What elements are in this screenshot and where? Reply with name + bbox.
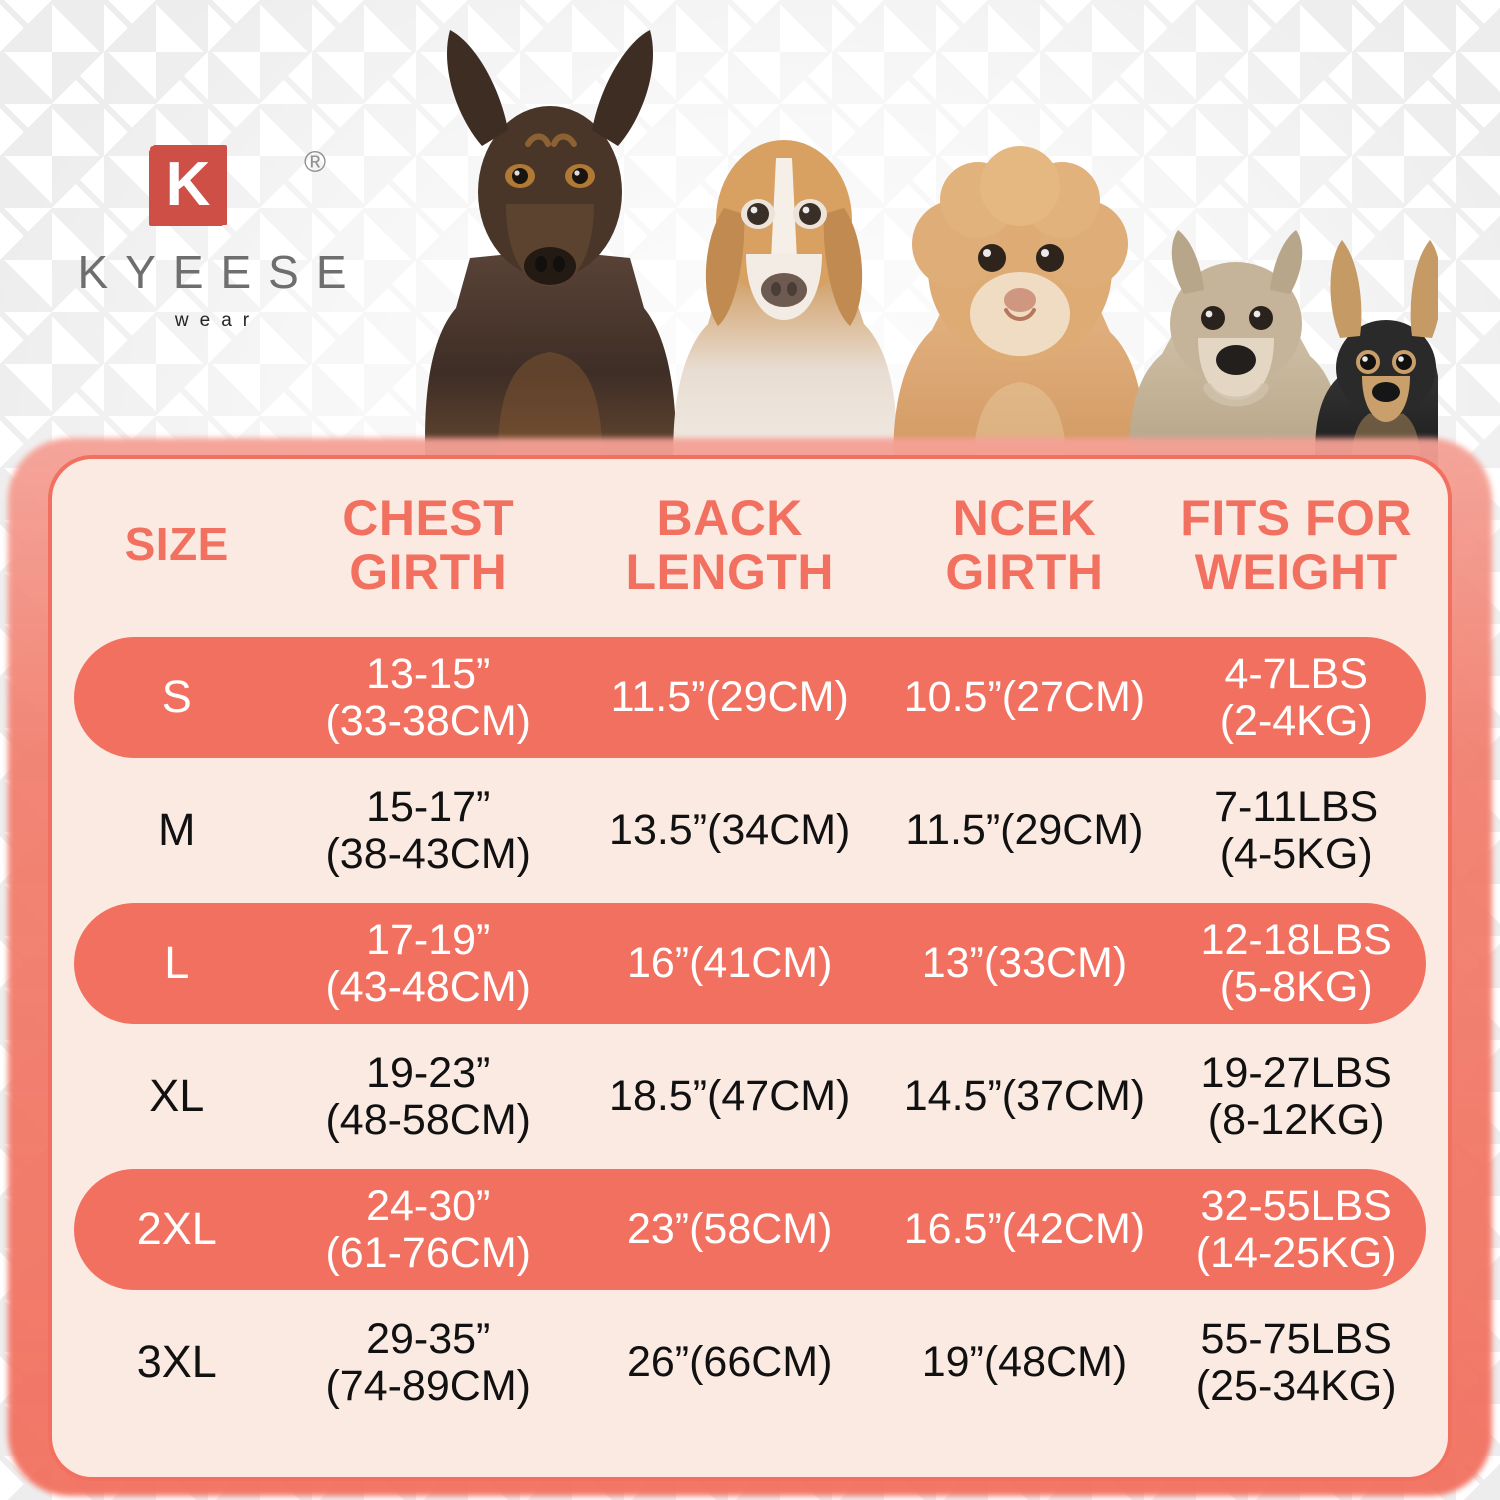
row-highlight-pill: [74, 637, 1426, 758]
column-header-neck: NCEK GIRTH: [945, 490, 1104, 600]
cell-chest: 17-19” (43-48CM): [325, 916, 531, 1011]
column-header-weight: FITS FOR WEIGHT: [1180, 490, 1413, 600]
cell-neck: 11.5”(29CM): [905, 806, 1144, 855]
dog-doberman: [425, 30, 677, 473]
cell-size: 2XL: [136, 1203, 217, 1255]
logo-k-mark: K: [150, 146, 226, 224]
cell-size: XL: [149, 1070, 205, 1122]
cell-size: 3XL: [136, 1336, 217, 1388]
cell-weight: 12-18LBS (5-8KG): [1200, 916, 1392, 1011]
logo-mark-row: K ®: [22, 138, 402, 248]
table-row: 3XL 29-35” (74-89CM) 26”(66CM) 19”(48CM) 55-…: [74, 1296, 1426, 1429]
cell-back: 26”(66CM): [626, 1338, 833, 1387]
cell-weight: 7-11LBS (4-5KG): [1214, 783, 1379, 878]
cell-size: M: [158, 804, 196, 856]
table-row: XL 19-23” (48-58CM) 18.5”(47CM) 14.5”(37CM)…: [74, 1030, 1426, 1163]
table-row: 2XL 24-30” (61-76CM) 23”(58CM) 16.5”(42CM) 3…: [74, 1163, 1426, 1296]
cell-chest: 29-35” (74-89CM): [325, 1315, 531, 1410]
cell-back: 11.5”(29CM): [610, 673, 849, 722]
column-header-chest: CHEST GIRTH: [342, 490, 515, 600]
cell-back: 13.5”(34CM): [609, 806, 851, 855]
cell-neck: 16.5”(42CM): [903, 1205, 1146, 1254]
cell-neck: 10.5”(27CM): [903, 673, 1146, 722]
cell-size: S: [161, 671, 192, 723]
table-row: S 13-15” (33-38CM) 11.5”(29CM) 10.5”(27CM) 4…: [74, 631, 1426, 764]
size-chart-panel: SIZE CHEST GIRTH BACK LENGTH NCEK GIRTH …: [48, 455, 1452, 1481]
cell-neck: 19”(48CM): [921, 1338, 1128, 1387]
table-row: M 15-17” (38-43CM) 13.5”(34CM) 11.5”(29CM) 7…: [74, 764, 1426, 897]
dog-poodle: [893, 146, 1145, 473]
cell-chest: 19-23” (48-58CM): [325, 1049, 531, 1144]
cell-back: 16”(41CM): [626, 939, 833, 988]
table-row: L 17-19” (43-48CM) 16”(41CM) 13”(33CM) 12-18…: [74, 897, 1426, 1030]
brand-tagline: wear: [174, 310, 261, 332]
cell-size: L: [164, 937, 190, 989]
column-header-size: SIZE: [124, 518, 229, 571]
brand-name: KYEESE: [77, 246, 364, 298]
cell-weight: 32-55LBS (14-25KG): [1195, 1182, 1397, 1277]
cell-weight: 19-27LBS (8-12KG): [1200, 1049, 1392, 1144]
cell-weight: 55-75LBS (25-34KG): [1195, 1315, 1397, 1410]
dogs-illustration: [425, 30, 1438, 473]
brand-logo: K ® KYEESE wear: [22, 138, 402, 332]
table-body: S 13-15” (33-38CM) 11.5”(29CM) 10.5”(27CM) 4…: [74, 631, 1426, 1429]
cell-neck: 14.5”(37CM): [903, 1072, 1146, 1121]
cell-back: 23”(58CM): [626, 1205, 833, 1254]
cell-chest: 13-15” (33-38CM): [325, 650, 531, 745]
row-highlight-pill: [74, 1169, 1426, 1290]
dog-schnauzer: [1129, 230, 1341, 473]
cell-weight: 4-7LBS (2-4KG): [1219, 650, 1373, 745]
cell-chest: 24-30” (61-76CM): [325, 1182, 531, 1277]
size-chart-table: SIZE CHEST GIRTH BACK LENGTH NCEK GIRTH …: [52, 459, 1448, 1477]
row-highlight-pill: [74, 903, 1426, 1024]
cell-neck: 13”(33CM): [921, 939, 1128, 988]
registered-trademark-icon: ®: [304, 146, 327, 179]
cell-back: 18.5”(47CM): [609, 1072, 851, 1121]
dogs-photo: [378, 8, 1438, 473]
dog-beagle: [673, 140, 897, 473]
table-header-row: SIZE CHEST GIRTH BACK LENGTH NCEK GIRTH …: [74, 459, 1426, 631]
cell-chest: 15-17” (38-43CM): [325, 783, 531, 878]
column-header-back: BACK LENGTH: [625, 490, 834, 600]
